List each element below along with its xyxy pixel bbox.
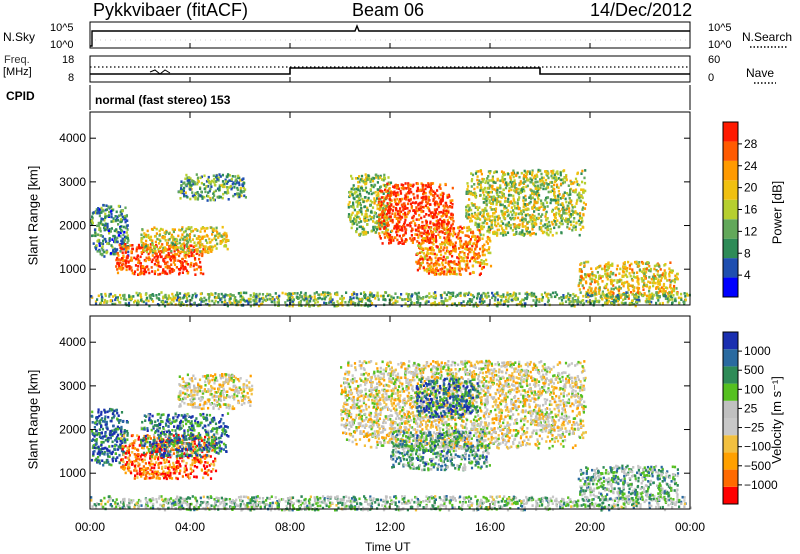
power-plot xyxy=(90,168,691,308)
velocity-colorbar-swatch xyxy=(723,452,738,470)
velocity-colorbar-tick: −25 xyxy=(744,421,765,435)
nsearch-tick-bottom: 10^0 xyxy=(708,39,732,51)
power-colorbar-swatch xyxy=(723,122,738,142)
power-colorbar-tick: 24 xyxy=(744,159,758,173)
freq-tick-top: 18 xyxy=(62,54,75,66)
nsky-trace xyxy=(90,24,690,47)
velocity-echo-region-2 xyxy=(140,412,230,459)
power-colorbar-swatch xyxy=(723,199,738,220)
freq-label-top: Freq. xyxy=(4,54,30,66)
velocity-echo-region-1 xyxy=(120,433,218,481)
velocity-echo-region-3 xyxy=(177,373,254,411)
power-colorbar-tick: 12 xyxy=(744,224,758,238)
nave-tick-bottom: 0 xyxy=(708,72,715,84)
cpid-text: normal (fast stereo) 153 xyxy=(95,93,231,107)
cpid-label: CPID xyxy=(6,89,35,103)
velocity-colorbar-tick: −500 xyxy=(744,459,771,473)
xtick-label: 16:00 xyxy=(475,520,505,534)
freq-wiggle xyxy=(149,69,171,75)
power-colorbar-swatch xyxy=(723,219,738,239)
power-echo-region-5 xyxy=(377,182,455,245)
velocity-colorbar-swatch xyxy=(723,418,738,436)
velocity-colorbar-swatch xyxy=(723,366,738,384)
freq-tick-bottom: 8 xyxy=(68,72,75,84)
power-colorbar-swatch xyxy=(723,180,738,200)
power-ytick-label: 1000 xyxy=(59,262,86,276)
power-colorbar-tick: 28 xyxy=(744,137,758,151)
velocity-colorbar-tick: −1000 xyxy=(744,478,778,492)
date-title: 14/Dec/2012 xyxy=(590,0,693,20)
power-colorbar-tick: 16 xyxy=(744,203,758,217)
velocity-ytick-label: 3000 xyxy=(59,379,86,393)
xtick-label: 08:00 xyxy=(275,520,305,534)
xtick-label: 20:00 xyxy=(575,520,605,534)
nsky-tick-bottom: 10^0 xyxy=(50,39,74,51)
power-colorbar: 28 24 20 16 12 8 4 xyxy=(722,121,758,298)
velocity-ytick-label: 2000 xyxy=(59,423,86,437)
power-echo-region-9 xyxy=(90,291,691,308)
velocity-ytick-label: 1000 xyxy=(59,466,86,480)
velocity-colorbar-swatch xyxy=(723,486,738,504)
axes: 1000 2000 3000 4000 1000 2000 3000 4000 00:00 04:… xyxy=(59,43,705,534)
power-echo-region-6 xyxy=(415,225,493,277)
power-colorbar-swatch xyxy=(723,258,738,278)
power-colorbar-swatch xyxy=(723,160,738,181)
x-axis-label: Time UT xyxy=(365,540,411,554)
velocity-colorbar-tick: −100 xyxy=(744,440,771,454)
power-colorbar-tick: 20 xyxy=(744,181,758,195)
velocity-echo-region-6 xyxy=(415,377,480,419)
power-colorbar-swatch xyxy=(723,238,738,259)
nsky-tick-top: 10^5 xyxy=(50,22,74,34)
velocity-colorbar-tick: 25 xyxy=(744,401,758,415)
velocity-colorbar-swatch xyxy=(723,349,738,367)
velocity-echo-region-4 xyxy=(340,359,587,450)
xtick-label: 04:00 xyxy=(175,520,205,534)
power-colorbar-swatch xyxy=(723,277,738,297)
power-colorbar-swatch xyxy=(723,141,738,161)
velocity-colorbar-swatch xyxy=(723,400,738,418)
power-ytick-label: 2000 xyxy=(59,219,86,233)
velocity-colorbar-swatch xyxy=(723,469,738,487)
power-ytick-label: 3000 xyxy=(59,175,86,189)
nave-tick-top: 60 xyxy=(708,54,721,66)
velocity-colorbar-tick: 500 xyxy=(744,363,764,377)
velocity-ytick-label: 4000 xyxy=(59,335,86,349)
power-ytick-label: 4000 xyxy=(59,131,86,145)
velocity-colorbar-swatch xyxy=(723,383,738,401)
xtick-label: 12:00 xyxy=(375,520,405,534)
nave-label: Nave xyxy=(746,66,775,80)
velocity-echo-region-8 xyxy=(90,495,692,512)
velocity-colorbar-swatch xyxy=(723,435,738,453)
power-colorbar-tick: 4 xyxy=(744,268,751,282)
power-echo-region-2 xyxy=(140,225,230,255)
nsearch-label: N.Search xyxy=(742,30,793,44)
freq-label-bottom: [MHz] xyxy=(3,66,32,78)
power-echo-region-0 xyxy=(90,203,130,258)
velocity-echo-region-0 xyxy=(90,407,129,467)
radar-title: Pykkvibaer (fitACF) xyxy=(93,0,249,20)
velocity-colorbar-tick: 100 xyxy=(744,382,764,396)
power-echo-region-1 xyxy=(115,243,205,276)
velocity-echo-region-5 xyxy=(390,429,491,472)
power-colorbar-tick: 8 xyxy=(744,246,751,260)
beam-title: Beam 06 xyxy=(352,0,425,20)
nsearch-tick-top: 10^5 xyxy=(708,22,732,34)
power-echo-region-7 xyxy=(465,168,587,237)
nsky-label: N.Sky xyxy=(3,30,36,44)
velocity-colorbar-swatch xyxy=(723,332,738,350)
xtick-label: 00:00 xyxy=(675,520,705,534)
velocity-plot xyxy=(90,359,692,512)
freq-trace xyxy=(90,67,690,75)
velocity-colorbar-tick: 1000 xyxy=(744,344,771,358)
velocity-colorbar: 1000 500 100 25 −25 −100 −500 −1000 xyxy=(722,331,778,505)
power-echo-region-3 xyxy=(177,173,247,202)
xtick-label: 00:00 xyxy=(75,520,105,534)
